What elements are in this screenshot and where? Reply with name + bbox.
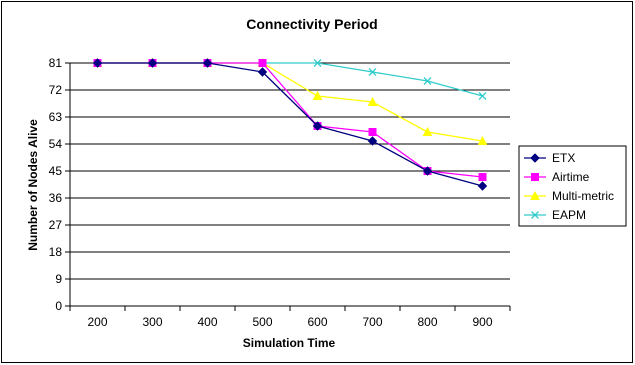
point-airtime: [258, 59, 267, 67]
x-tick-label: 200: [87, 315, 107, 329]
point-eapm: [368, 68, 377, 76]
x-tick-label: 900: [472, 315, 492, 329]
legend-label-eapm: EAPM: [552, 208, 586, 222]
point-multi-metric: [477, 135, 488, 145]
legend-label-multi-metric: Multi-metric: [552, 189, 614, 203]
legend: ETX Airtime Multi-metric EAPM: [518, 145, 627, 227]
point-multi-metric: [312, 90, 323, 100]
x-tick-label: 700: [362, 315, 382, 329]
point-etx: [147, 58, 158, 68]
point-airtime: [368, 128, 377, 136]
point-etx: [257, 67, 268, 77]
y-tick-label: 18: [49, 245, 63, 259]
point-eapm: [423, 77, 432, 85]
y-tick-label: 54: [49, 137, 63, 151]
chart-title: Connectivity Period: [246, 16, 377, 32]
point-eapm: [478, 92, 487, 100]
y-tick-label: 27: [49, 218, 63, 232]
point-etx: [202, 58, 213, 68]
x-tick-label: 400: [197, 315, 217, 329]
point-etx: [422, 166, 433, 176]
point-multi-metric: [422, 126, 433, 136]
legend-marker-eapm: [531, 211, 539, 219]
y-tick-label: 45: [49, 164, 63, 178]
legend-marker-etx: [530, 153, 540, 163]
y-tick-label: 36: [49, 191, 63, 205]
legend-label-etx: ETX: [552, 151, 575, 165]
x-axis-label: Simulation Time: [243, 336, 336, 350]
x-tick-label: 300: [142, 315, 162, 329]
legend-label-airtime: Airtime: [552, 170, 590, 184]
y-tick-label: 72: [49, 83, 63, 97]
y-tick-label: 0: [55, 299, 62, 313]
y-axis-label: Number of Nodes Alive: [26, 119, 40, 251]
point-multi-metric: [367, 96, 378, 106]
legend-marker-airtime: [531, 173, 539, 181]
series-line-etx: [97, 62, 483, 187]
point-etx: [367, 136, 378, 146]
x-tick-label: 500: [252, 315, 272, 329]
point-airtime: [478, 173, 487, 181]
point-eapm: [313, 59, 322, 67]
plot-area: 0 9 18 27 36 45 54 63 72 81 200 300 400 500 600 700 800 9…: [49, 56, 511, 329]
point-etx: [92, 58, 103, 68]
point-etx: [312, 121, 323, 131]
point-etx: [477, 181, 488, 191]
x-tick-label: 600: [307, 315, 327, 329]
legend-marker-multi-metric: [530, 190, 540, 200]
y-tick-label: 63: [49, 110, 63, 124]
x-tick-label: 800: [417, 315, 437, 329]
y-tick-label: 9: [55, 272, 62, 286]
y-tick-label: 81: [49, 56, 63, 70]
